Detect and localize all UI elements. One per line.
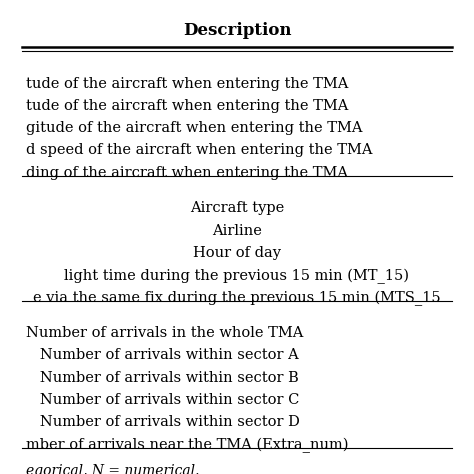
Text: Number of arrivals within sector D: Number of arrivals within sector D [26,415,300,429]
Text: mber of arrivals near the TMA (Extra_num): mber of arrivals near the TMA (Extra_num… [26,438,348,453]
Text: tude of the aircraft when entering the TMA: tude of the aircraft when entering the T… [26,76,348,91]
Text: tude of the aircraft when entering the TMA: tude of the aircraft when entering the T… [26,99,348,113]
Text: ding of the aircraft when entering the TMA: ding of the aircraft when entering the T… [26,166,348,180]
Text: Airline: Airline [212,224,262,237]
Text: Description: Description [183,22,291,39]
Text: Aircraft type: Aircraft type [190,201,284,215]
Text: light time during the previous 15 min (MT_15): light time during the previous 15 min (M… [64,268,410,283]
Text: Hour of day: Hour of day [193,246,281,260]
Text: Number of arrivals in the whole TMA: Number of arrivals in the whole TMA [26,326,303,340]
Text: egorical, N = numerical.: egorical, N = numerical. [26,465,200,474]
Text: gitude of the aircraft when entering the TMA: gitude of the aircraft when entering the… [26,121,362,135]
Text: Number of arrivals within sector A: Number of arrivals within sector A [26,348,299,363]
Text: e via the same fix during the previous 15 min (MTS_15: e via the same fix during the previous 1… [33,291,441,306]
Text: Number of arrivals within sector C: Number of arrivals within sector C [26,393,299,407]
Text: Number of arrivals within sector B: Number of arrivals within sector B [26,371,299,385]
Text: d speed of the aircraft when entering the TMA: d speed of the aircraft when entering th… [26,144,373,157]
